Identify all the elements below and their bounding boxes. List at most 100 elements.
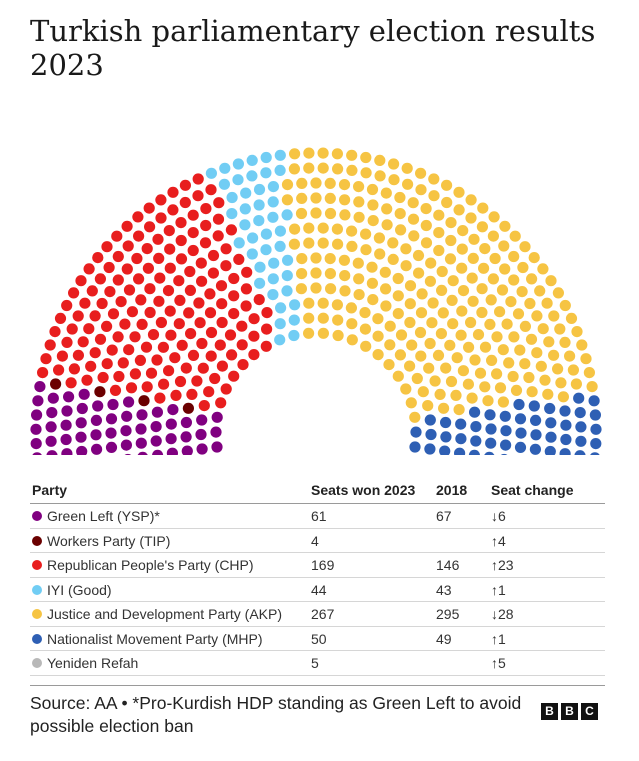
seat-dot [196, 275, 208, 287]
seat-dot [424, 275, 436, 287]
party-name: Nationalist Movement Party (MHP) [47, 630, 263, 647]
seat-dot [30, 438, 42, 450]
bbc-logo-c: C [581, 703, 598, 720]
seat-dot [233, 237, 245, 249]
seat-dot [484, 318, 496, 330]
seat-dot [353, 211, 365, 223]
seat-dot [303, 297, 315, 309]
seat-dot [197, 362, 209, 374]
seat-dot [494, 306, 506, 318]
party-name: Justice and Development Party (AKP) [47, 606, 282, 622]
seat-dot [232, 174, 244, 186]
seat-dot [218, 178, 230, 190]
seat-change: ↑1 [491, 630, 506, 647]
seat-dot [112, 250, 124, 263]
seat-dot [310, 252, 322, 264]
seat-dot [489, 252, 501, 265]
seat-dot [427, 297, 439, 309]
seat-dot [237, 359, 249, 371]
seat-dot [138, 395, 150, 407]
seat-dot [239, 219, 251, 231]
seat-dot [586, 381, 598, 393]
seat-dot [580, 353, 592, 365]
seat-dot [296, 253, 308, 265]
seat-dot [567, 364, 580, 376]
seat-dot [236, 320, 248, 332]
seat-dot [209, 372, 221, 385]
seat-dot [407, 197, 419, 209]
seat-dot [167, 404, 179, 416]
seat-dot [83, 263, 95, 275]
seat-dot [205, 167, 217, 179]
seat-dot [61, 448, 73, 455]
seat-dot [509, 230, 521, 242]
seat-dot [432, 349, 445, 361]
seat-dot [476, 283, 488, 295]
seat-dot [165, 418, 177, 430]
seat-dot [428, 190, 440, 202]
seat-dot [478, 262, 490, 274]
seat-dot [267, 211, 279, 223]
seat-dot [288, 314, 300, 326]
seat-dot [345, 302, 357, 314]
seat-dot [194, 317, 206, 329]
seat-dot [332, 238, 344, 250]
seat-dot [164, 262, 176, 274]
seat-dot [404, 280, 417, 292]
seat-dot [412, 249, 425, 262]
party-color-swatch [32, 658, 42, 668]
seat-dot [281, 270, 293, 282]
seat-dot [479, 381, 491, 393]
seat-dot [400, 260, 412, 272]
party-color-swatch [32, 560, 42, 570]
seat-dot [267, 273, 279, 285]
seat-dot [372, 330, 384, 342]
seat-dot [72, 349, 84, 361]
seat-dot [439, 445, 451, 455]
seat-dot [409, 441, 421, 453]
seat-dot [424, 443, 436, 455]
seat-dot [453, 204, 465, 216]
seats-won: 44 [311, 581, 327, 598]
seat-dot [557, 391, 570, 403]
parliament-chart [30, 147, 602, 455]
seat-dot [467, 252, 479, 264]
seat-dot [331, 148, 343, 160]
seat-dot [560, 433, 572, 446]
seat-dot [500, 425, 512, 437]
seat-dot [274, 334, 286, 346]
seat-dot [353, 289, 365, 301]
seat-dot [133, 230, 145, 242]
seat-dot [360, 167, 372, 179]
seat-dot [248, 349, 260, 361]
seat-dot [499, 410, 511, 422]
seat-dot [89, 310, 101, 322]
seat-dot [303, 237, 315, 249]
seat-dot [366, 261, 378, 273]
seat-dot [491, 331, 503, 343]
seat-dot [179, 196, 191, 209]
seat-dot [296, 268, 308, 280]
seat-dot [317, 162, 329, 174]
seat-dot [401, 162, 413, 174]
seat-dot [420, 237, 433, 249]
seat-dot [199, 237, 212, 249]
seat-dot [274, 240, 286, 252]
results-table: Party Seats won 2023 2018 Seat change Gr… [30, 478, 605, 676]
party-color-swatch [32, 609, 42, 619]
seats-2018: 295 [436, 606, 460, 622]
seat-dot [246, 248, 258, 260]
seat-change: ↑1 [491, 581, 506, 598]
seat-dot [150, 435, 162, 447]
seat-dot [447, 318, 459, 330]
seat-dot [46, 450, 58, 455]
header-party: Party [32, 482, 68, 498]
seat-dot [510, 384, 523, 396]
seat-dot [494, 382, 507, 394]
seat-dot [346, 225, 358, 237]
seats-won: 169 [311, 557, 335, 573]
party-color-swatch [32, 584, 42, 595]
seat-dot [453, 404, 465, 416]
seat-dot [210, 426, 222, 438]
seat-dot [476, 221, 488, 233]
